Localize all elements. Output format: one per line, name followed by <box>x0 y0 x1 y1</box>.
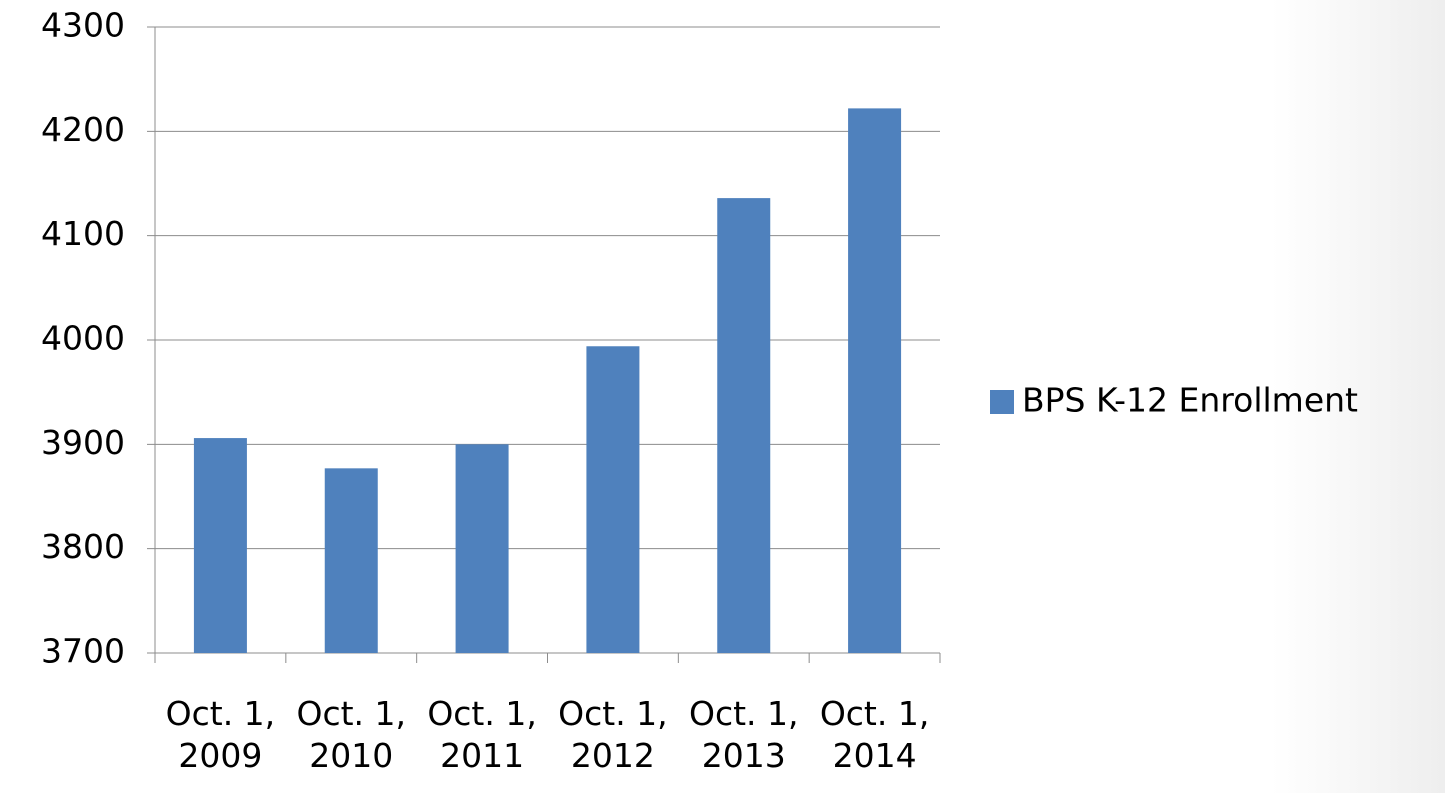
y-tick-label: 4000 <box>41 319 125 358</box>
bar <box>717 198 771 653</box>
y-tick-label: 4100 <box>41 214 125 253</box>
bar <box>193 438 247 653</box>
y-tick-label: 4300 <box>41 6 125 45</box>
y-tick-label: 3700 <box>41 632 125 671</box>
x-tick-label: Oct. 1, 2013 <box>688 694 799 775</box>
bar <box>586 346 640 653</box>
y-tick-label: 3800 <box>41 527 125 566</box>
y-tick-label: 4200 <box>41 110 125 149</box>
x-tick-label: Oct. 1, 2011 <box>427 694 537 775</box>
bar <box>324 468 378 653</box>
x-tick-label: Oct. 1, 2010 <box>296 694 407 775</box>
x-tick-label: Oct. 1, 2014 <box>819 694 930 775</box>
bar <box>848 108 902 653</box>
y-tick-label: 3900 <box>41 423 125 462</box>
x-tick-label: Oct. 1, 2009 <box>165 694 276 775</box>
bar <box>455 444 509 653</box>
legend-swatch <box>990 390 1014 414</box>
legend-label: BPS K-12 Enrollment <box>1022 381 1358 420</box>
x-tick-label: Oct. 1, 2012 <box>558 694 668 775</box>
